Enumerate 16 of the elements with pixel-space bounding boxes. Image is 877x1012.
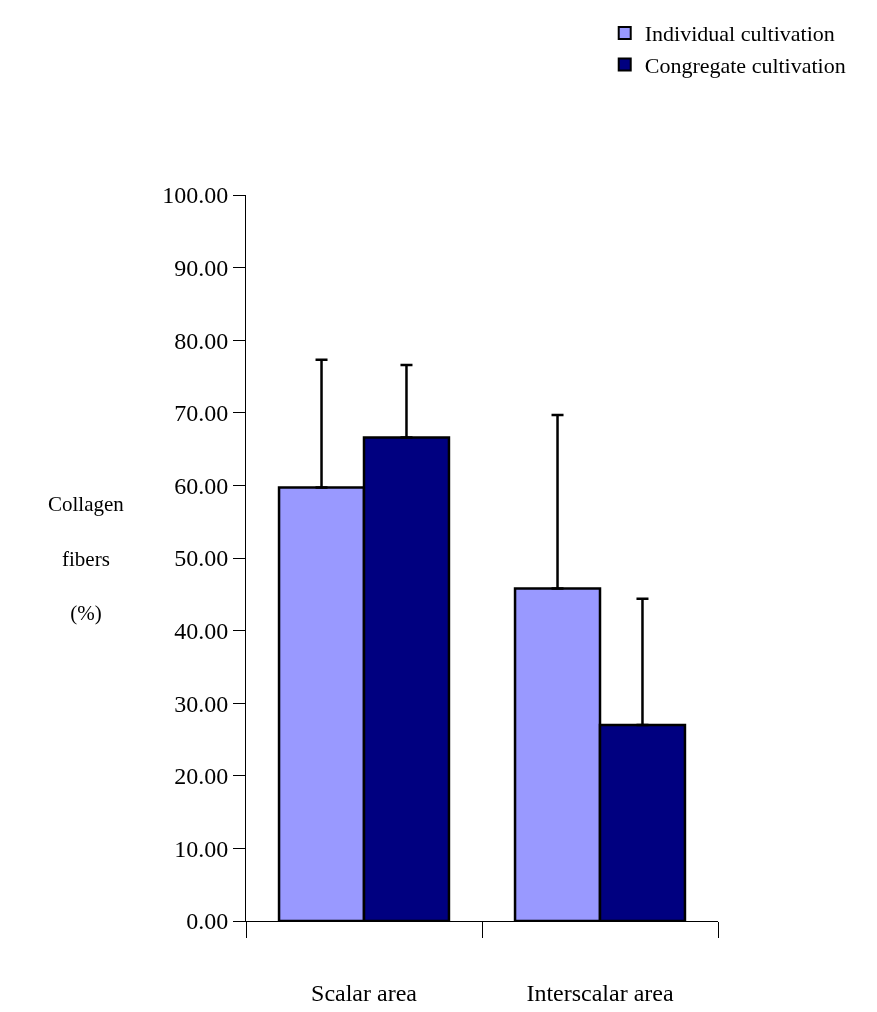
y-tick-label: 20.00 — [174, 763, 229, 790]
x-tick-label: Scalar area — [311, 979, 418, 1006]
y-tick-label: 30.00 — [174, 690, 229, 717]
y-tick-label: 70.00 — [174, 400, 229, 427]
y-tick-label: 10.00 — [174, 835, 229, 862]
y-tick-label: 100.00 — [162, 182, 229, 209]
y-tick-label: 40.00 — [174, 618, 229, 644]
y-tick-label: 80.00 — [174, 327, 229, 354]
y-tick-label: 50.00 — [174, 545, 229, 572]
x-tick-label: Interscalar area — [526, 979, 674, 1006]
legend-label: Individual cultivation — [644, 21, 835, 47]
y-tick-label: 60.00 — [174, 472, 229, 499]
y-tick-label: 90.00 — [174, 255, 229, 281]
y-tick-label: 0.00 — [186, 908, 229, 935]
text: Collagen fibers (%) — [48, 492, 124, 626]
legend-label: Congregate cultivation — [644, 53, 846, 79]
